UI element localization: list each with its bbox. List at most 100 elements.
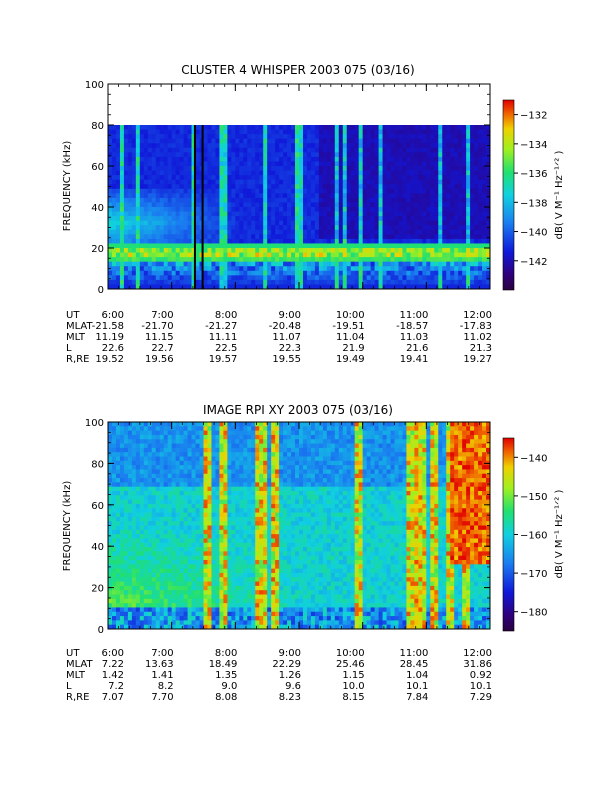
y-tick-label: 0 xyxy=(98,285,104,296)
spectrogram-cell xyxy=(299,197,304,203)
spectrogram-cell xyxy=(167,581,173,587)
spectrogram-cell xyxy=(143,270,149,276)
spectrogram-cell xyxy=(135,473,141,479)
spectrogram-cell xyxy=(486,179,491,185)
spectrogram-cell xyxy=(127,560,133,565)
spectrogram-cell xyxy=(151,248,157,253)
spectrogram-cell xyxy=(159,624,165,630)
spectrogram-cell xyxy=(283,284,288,290)
spectrogram-cell xyxy=(434,197,439,203)
spectrogram-cell xyxy=(139,499,145,505)
spectrogram-cell xyxy=(410,161,415,167)
spectrogram-cell xyxy=(354,143,360,149)
spectrogram-cell xyxy=(430,175,435,181)
spectrogram-cell xyxy=(183,495,188,501)
spectrogram-cell xyxy=(207,542,212,548)
spectrogram-cell xyxy=(115,616,121,621)
spectrogram-cell xyxy=(299,184,304,190)
spectrogram-cell xyxy=(342,243,348,249)
spectrogram-cell xyxy=(147,542,153,548)
spectrogram-cell xyxy=(167,460,173,466)
spectrogram-cell xyxy=(486,193,491,199)
spectrogram-cell xyxy=(147,486,153,492)
spectrogram-cell xyxy=(115,624,121,630)
spectrogram-cell xyxy=(462,134,467,140)
spectrogram-cell xyxy=(139,175,145,181)
spectrogram-cell xyxy=(151,193,157,199)
spectrogram-cell xyxy=(406,134,411,140)
spectrogram-cell xyxy=(338,243,344,249)
spectrogram-cell xyxy=(203,542,208,548)
spectrogram-cell xyxy=(143,469,149,475)
spectrogram-cell xyxy=(139,594,145,600)
spectrogram-cell xyxy=(470,229,475,235)
spectrogram-cell xyxy=(239,134,244,140)
spectrogram-cell xyxy=(271,179,276,185)
spectrogram-cell xyxy=(147,611,153,617)
spectrogram-cell xyxy=(442,129,447,135)
spectrogram-cell xyxy=(215,443,220,449)
spectrogram-cell xyxy=(111,447,117,453)
spectrogram-cell xyxy=(434,166,439,171)
spectrogram-cell xyxy=(267,193,272,199)
spectrogram-cell xyxy=(438,197,443,203)
spectrogram-cell xyxy=(195,225,200,231)
spectrogram-cell xyxy=(263,248,268,253)
spectrogram-cell xyxy=(466,156,471,162)
spectrogram-cell xyxy=(167,555,173,561)
spectrogram-cell xyxy=(486,188,491,194)
spectrogram-cell xyxy=(406,243,411,249)
spectrogram-cell xyxy=(159,486,165,492)
spectrogram-cell xyxy=(211,585,216,591)
spectrogram-cell xyxy=(155,547,161,552)
spectrogram-cell xyxy=(430,193,435,199)
spectrogram-cell xyxy=(219,193,224,199)
spectrogram-cell xyxy=(398,175,403,181)
spectrogram-cell xyxy=(486,166,491,171)
spectrogram-cell xyxy=(167,495,173,501)
spectrogram-cell xyxy=(366,225,372,231)
spectrogram-cell xyxy=(239,188,244,194)
spectrogram-cell xyxy=(370,211,376,217)
spectrogram-cell xyxy=(482,243,487,249)
spectrogram-cell xyxy=(374,129,379,135)
spectrogram-cell xyxy=(454,197,459,203)
spectrogram-cell xyxy=(131,516,137,522)
spectrogram-cell xyxy=(422,179,427,185)
spectrogram-cell xyxy=(450,202,455,208)
spectrogram-cell xyxy=(354,156,360,162)
spectrogram-cell xyxy=(398,188,403,194)
spectrogram-cell xyxy=(163,616,169,621)
spectrogram-cell xyxy=(462,161,467,167)
spectrogram-cell xyxy=(454,134,459,140)
spectrogram-cell xyxy=(223,161,228,167)
spectrogram-cell xyxy=(366,270,372,276)
spectrogram-cell xyxy=(123,603,129,608)
spectrogram-cell xyxy=(135,611,141,617)
spectrogram-cell xyxy=(283,156,288,162)
spectrogram-cell xyxy=(135,572,141,578)
spectrogram-cell xyxy=(302,166,308,171)
spectrogram-cell xyxy=(108,152,113,158)
spectrogram-cell xyxy=(139,620,145,626)
spectrogram-cell xyxy=(326,252,332,258)
spectrogram-cell xyxy=(322,279,328,285)
spectrogram-cell xyxy=(147,166,153,171)
spectrogram-cell xyxy=(418,270,423,276)
spectrogram-cell xyxy=(271,257,276,263)
spectrogram-cell xyxy=(263,279,268,285)
spectrogram-cell xyxy=(159,491,165,496)
spectrogram-cell xyxy=(418,143,423,149)
spectrogram-cell xyxy=(163,279,169,285)
spectrogram-cell xyxy=(119,551,125,557)
spectrogram-cell xyxy=(115,211,121,217)
spectrogram-cell xyxy=(123,229,129,235)
spectrogram-cell xyxy=(310,257,316,263)
spectrogram-cell xyxy=(366,266,372,272)
spectrogram-cell xyxy=(111,495,117,501)
spectrogram-cell xyxy=(111,179,117,185)
spectrogram-cell xyxy=(287,184,292,190)
spectrogram-cell xyxy=(131,152,137,158)
spectrogram-cell xyxy=(155,447,161,453)
spectrogram-cell xyxy=(318,238,324,244)
